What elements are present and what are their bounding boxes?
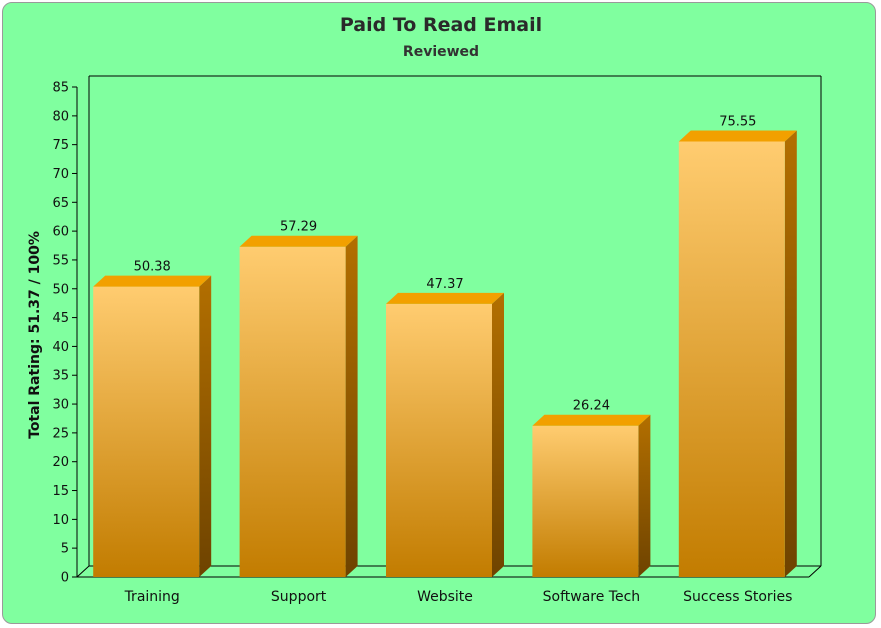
bars: 50.38 57.29 47.37 26.24 75.55 <box>93 114 797 578</box>
y-tick-label: 5 <box>61 542 69 557</box>
y-tick-label: 0 <box>61 571 69 586</box>
floor-left-edge <box>76 565 90 578</box>
bar-cap <box>532 414 651 426</box>
bar-front <box>239 246 346 578</box>
bar-front <box>678 141 785 577</box>
bar-value-label: 47.37 <box>426 277 463 292</box>
y-tick-label: 30 <box>52 398 69 413</box>
bar-side <box>199 275 212 577</box>
y-tick-label: 40 <box>52 340 69 355</box>
y-tick-label: 15 <box>52 484 69 499</box>
y-tick-label: 70 <box>52 167 69 182</box>
bar-cap <box>678 130 797 142</box>
y-tick-label: 35 <box>52 369 69 384</box>
bar: 26.24 <box>532 399 651 577</box>
y-tick-label: 50 <box>52 282 69 297</box>
x-tick-label: Success Stories <box>683 589 792 605</box>
bar-side <box>638 414 651 577</box>
y-tick-label: 20 <box>52 455 69 470</box>
bar-value-label: 57.29 <box>280 220 317 235</box>
x-tick-label: Training <box>124 589 180 605</box>
bar-front <box>93 286 200 577</box>
chart-subtitle: Reviewed <box>403 44 479 60</box>
bar: 47.37 <box>386 277 504 577</box>
y-tick-label: 60 <box>52 225 69 240</box>
bar: 57.29 <box>239 220 358 578</box>
x-tick-label: Website <box>417 589 473 605</box>
x-tick-label: Software Tech <box>543 589 641 605</box>
y-tick-label: 75 <box>52 138 69 153</box>
y-tick-label: 85 <box>52 81 69 96</box>
y-tick-label: 10 <box>52 513 69 528</box>
bar-value-label: 75.55 <box>719 114 756 129</box>
chart-title: Paid To Read Email <box>340 14 542 36</box>
y-tick-label: 25 <box>52 426 69 441</box>
bar-side <box>492 292 504 577</box>
y-axis-ticks: 0 5 10 15 20 25 30 35 40 45 50 55 60 65 70 75 80 85 <box>52 81 77 586</box>
y-tick-label: 55 <box>52 253 69 268</box>
bar-cap <box>93 275 212 287</box>
bar-value-label: 26.24 <box>573 399 610 414</box>
x-axis-ticks: Training Support Website Software Tech Succe… <box>124 589 793 605</box>
y-tick-label: 80 <box>52 109 69 124</box>
y-axis-label: Total Rating: 51.37 / 100% <box>27 231 43 439</box>
bar-side <box>784 130 797 577</box>
x-tick-label: Support <box>271 589 327 605</box>
bar-chart: Paid To Read Email Reviewed Total Rating… <box>27 14 822 605</box>
bar-cap <box>239 235 358 247</box>
y-tick-label: 65 <box>52 196 69 211</box>
y-tick-label: 45 <box>52 311 69 326</box>
bar-front <box>532 425 639 577</box>
floor-right-edge <box>808 565 822 578</box>
bar-value-label: 50.38 <box>134 260 171 275</box>
bar-cap <box>386 292 504 304</box>
bar: 75.55 <box>678 114 797 577</box>
bar: 50.38 <box>93 260 212 577</box>
bar-side <box>345 235 358 578</box>
bar-front <box>386 303 492 577</box>
